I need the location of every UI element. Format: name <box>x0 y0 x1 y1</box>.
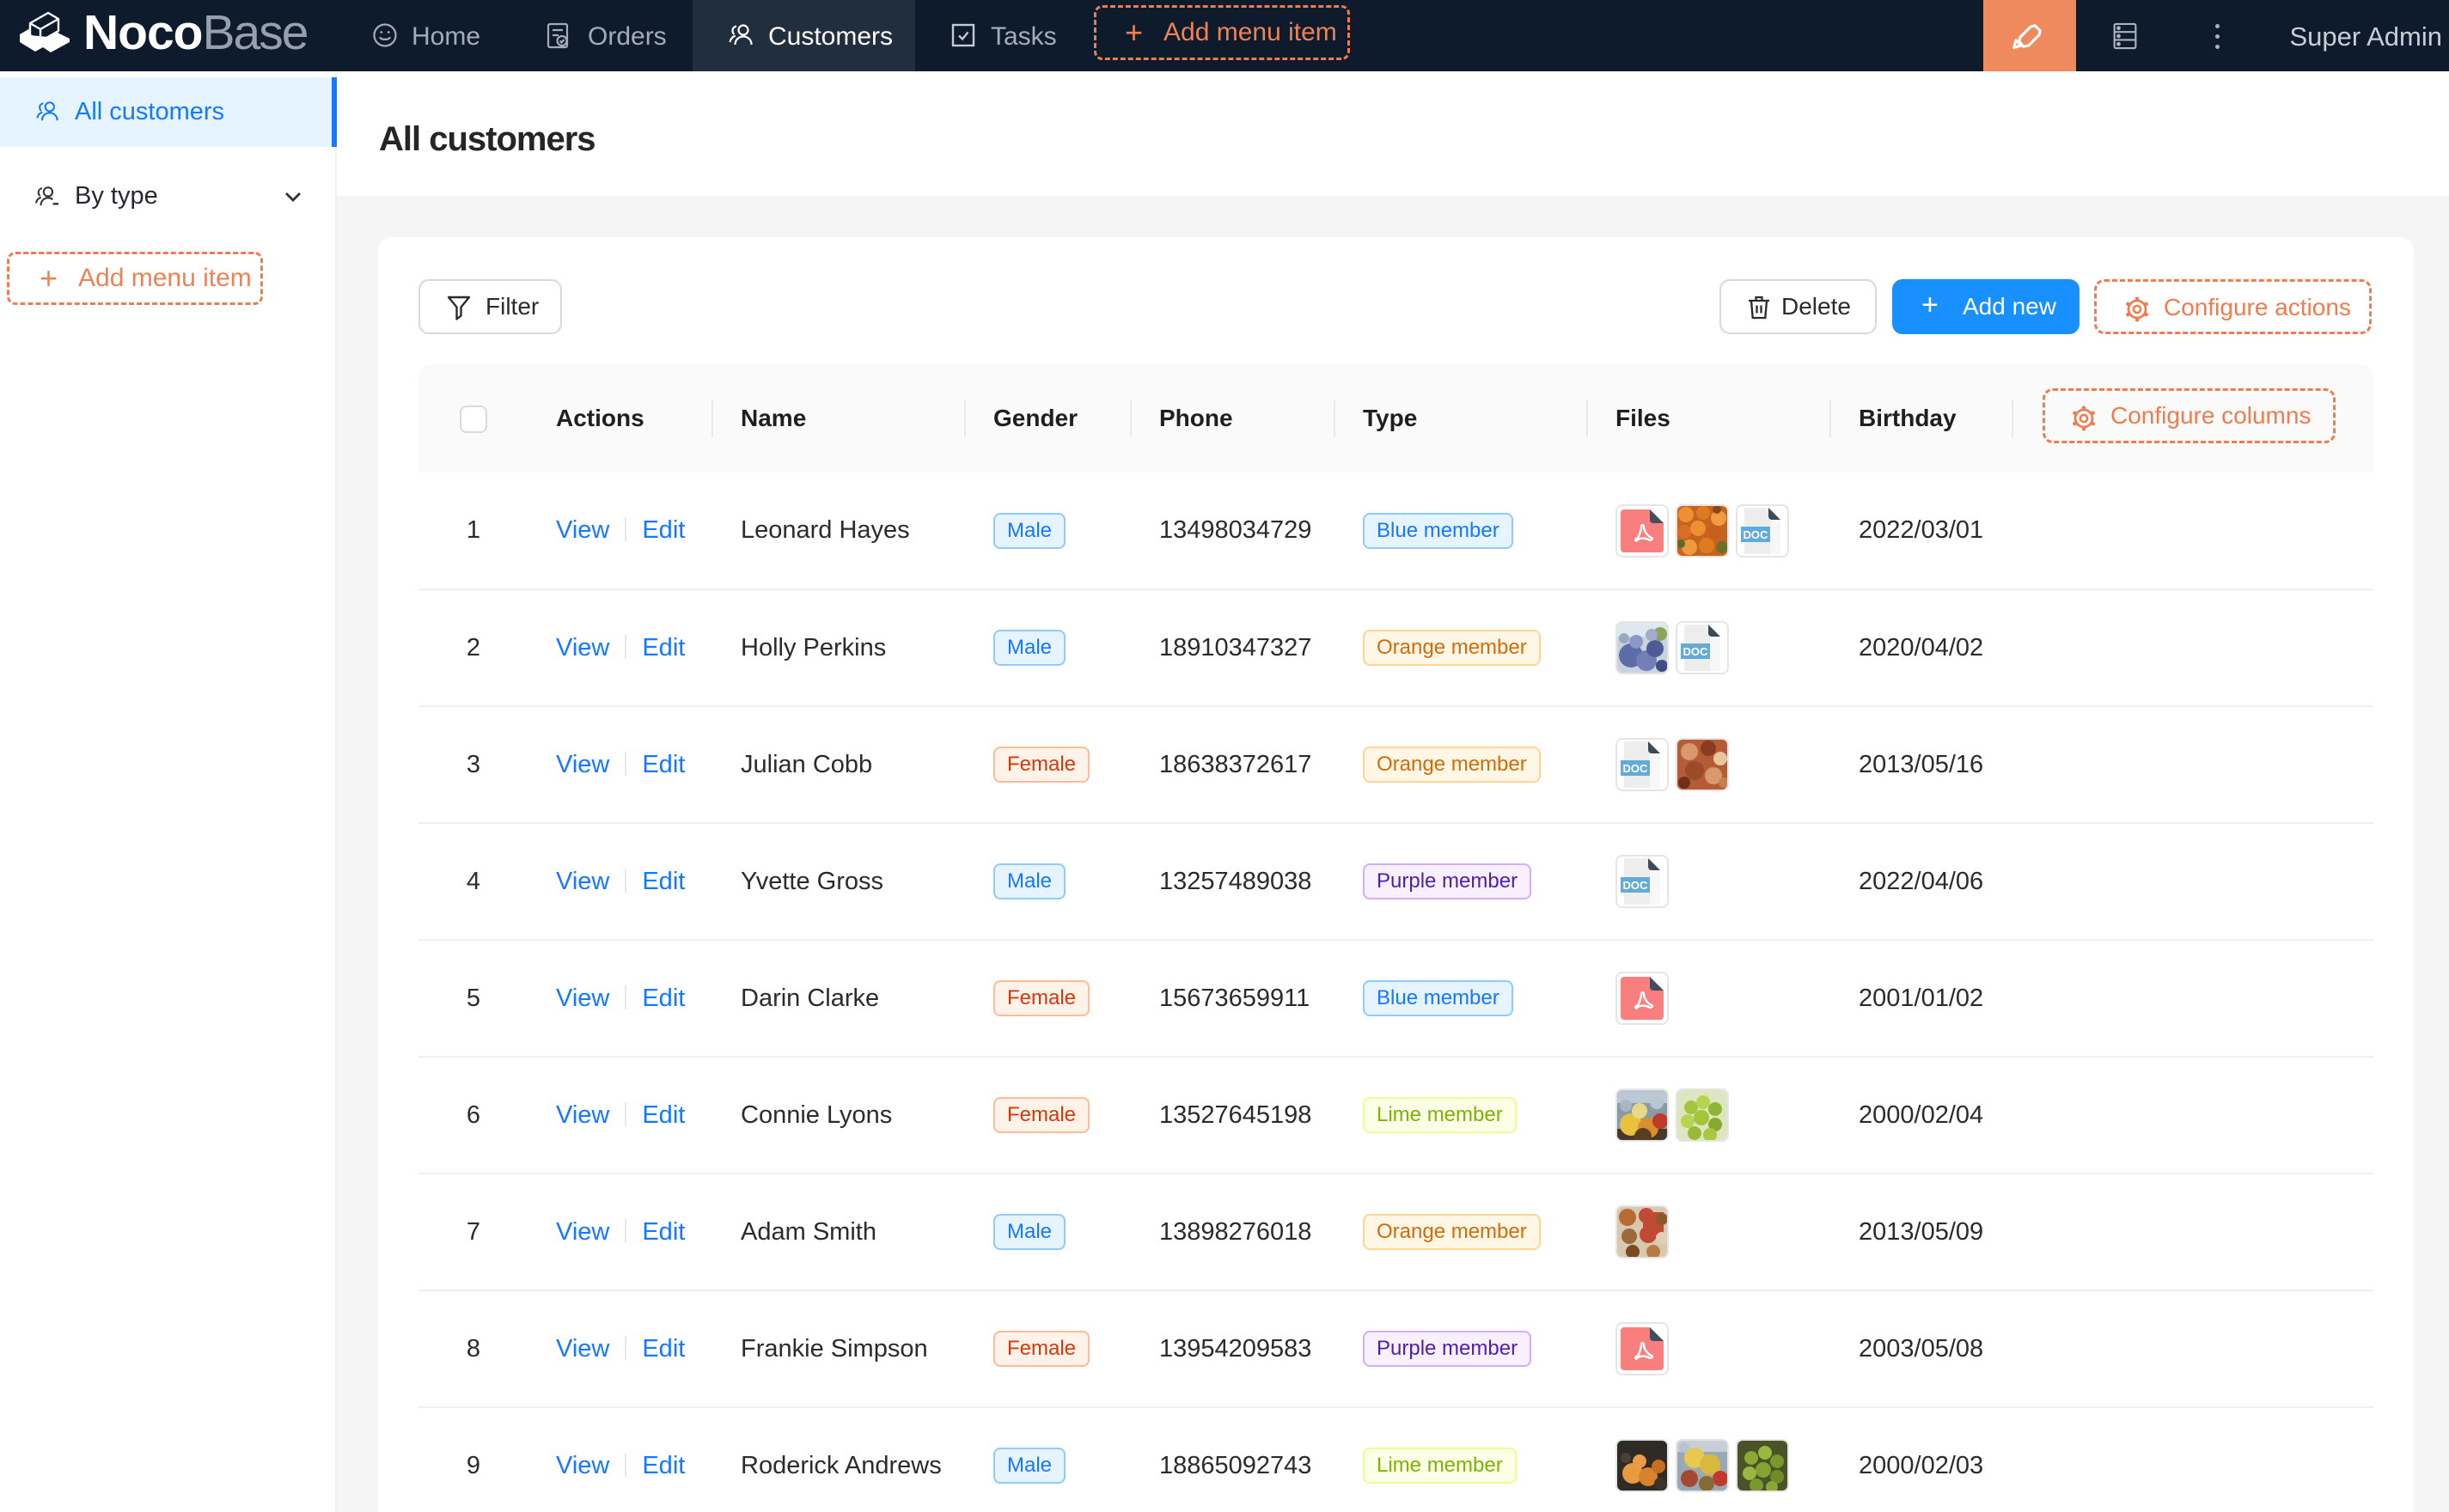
svg-text:DOC: DOC <box>1623 879 1649 892</box>
svg-text:DOC: DOC <box>1623 762 1649 775</box>
svg-text:DOC: DOC <box>1744 528 1769 541</box>
svg-text:DOC: DOC <box>1683 645 1709 658</box>
